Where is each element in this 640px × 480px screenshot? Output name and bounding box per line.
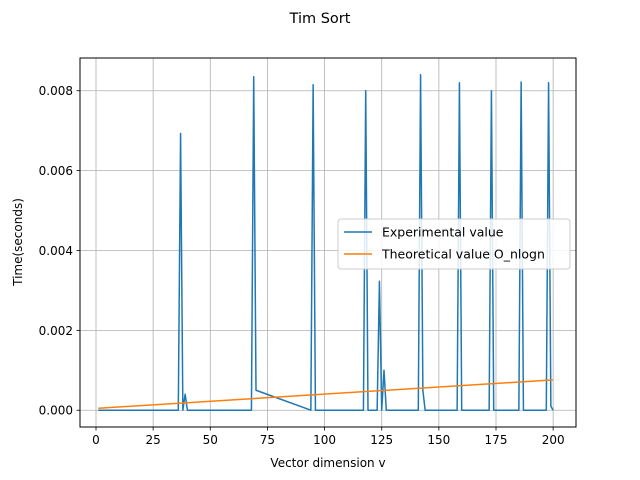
x-tick-label: 150 xyxy=(427,433,450,447)
x-tick-label: 175 xyxy=(485,433,508,447)
legend-label: Theoretical value O_nlogn xyxy=(381,247,545,262)
plot-series xyxy=(98,74,554,411)
x-tick-label: 200 xyxy=(542,433,565,447)
x-tick-label: 125 xyxy=(370,433,393,447)
axis-ticks: 0 25 50 75 100 125 150 175 200 0.000 0.002 0.004 0.0… xyxy=(39,84,565,447)
y-tick-label: 0.004 xyxy=(39,244,73,258)
axes-frame xyxy=(79,57,577,428)
series-line-2 xyxy=(98,379,554,409)
x-axis-label: Vector dimension v xyxy=(270,456,385,470)
x-tick-label: 0 xyxy=(92,433,100,447)
y-tick-label: 0.006 xyxy=(39,164,73,178)
legend-box xyxy=(337,218,571,270)
legend-label: Experimental value xyxy=(382,225,504,240)
y-tick-label: 0.008 xyxy=(39,84,73,98)
x-tick-label: 25 xyxy=(146,433,161,447)
y-tick-label: 0.002 xyxy=(39,324,73,338)
x-tick-label: 100 xyxy=(313,433,336,447)
y-axis-label: Time(seconds) xyxy=(11,198,25,287)
chart-title: Tim Sort xyxy=(289,11,351,27)
x-tick-label: 75 xyxy=(260,433,275,447)
series-line-1 xyxy=(98,74,554,411)
legend: Experimental value Theoretical value O_nl… xyxy=(337,218,571,270)
x-tick-label: 50 xyxy=(203,433,218,447)
y-tick-label: 0.000 xyxy=(39,404,73,418)
